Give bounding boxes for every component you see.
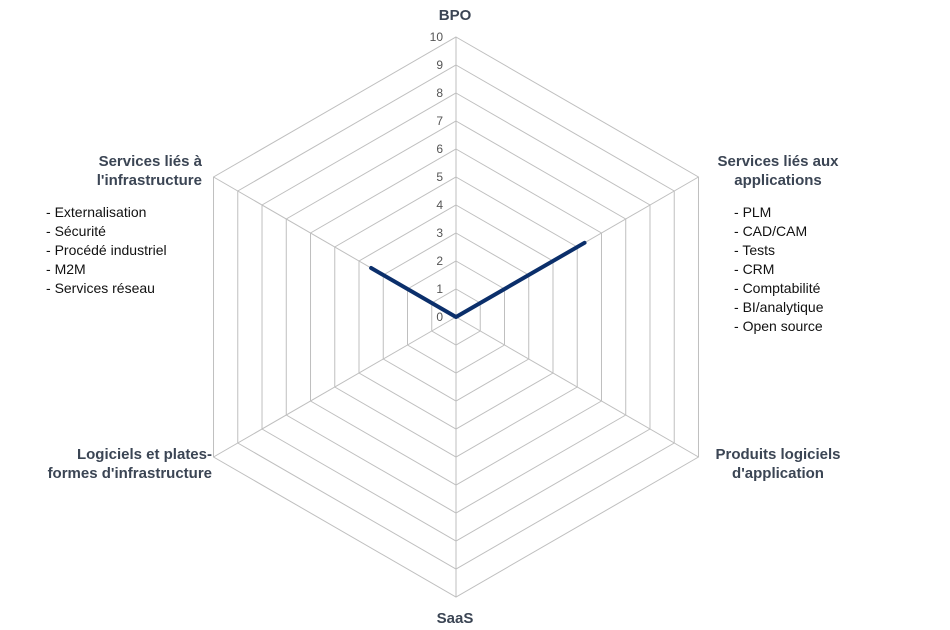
list-item: Services réseau — [46, 279, 167, 298]
data-point — [454, 315, 458, 319]
list-item: Comptabilité — [734, 279, 824, 298]
tick-label: 9 — [436, 58, 443, 72]
applications-list: PLM CAD/CAM Tests CRM Comptabilité BI/an… — [734, 203, 824, 336]
list-item: Externalisation — [46, 203, 167, 222]
tick-label: 4 — [436, 198, 443, 212]
tick-label: 8 — [436, 86, 443, 100]
axis-label-services-applications: Services liés aux applications — [717, 153, 839, 189]
tick-label: 6 — [436, 142, 443, 156]
tick-label: 10 — [430, 30, 444, 44]
list-item: Sécurité — [46, 222, 167, 241]
list-item: PLM — [734, 203, 824, 222]
list-item: Procédé industriel — [46, 241, 167, 260]
data-point — [369, 266, 373, 270]
grid-spoke — [455, 316, 699, 458]
axis-label-logiciels-plateformes: Logiciels et plates- formes d'infrastruc… — [47, 446, 212, 482]
infrastructure-list: Externalisation Sécurité Procédé industr… — [46, 203, 167, 298]
list-item: Open source — [734, 317, 824, 336]
axis-label-bpo: BPO — [438, 7, 472, 24]
tick-label: 0 — [436, 310, 443, 324]
list-item: CRM — [734, 260, 824, 279]
list-item: M2M — [46, 260, 167, 279]
list-item: BI/analytique — [734, 298, 824, 317]
tick-label: 7 — [436, 114, 443, 128]
tick-label: 2 — [436, 254, 443, 268]
tick-label: 3 — [436, 226, 443, 240]
axis-label-produits-logiciels: Produits logiciels d'application — [715, 446, 841, 482]
tick-label: 5 — [436, 170, 443, 184]
data-point — [583, 241, 587, 245]
axis-label-services-infrastructure: Services liés à l'infrastructure — [96, 153, 202, 189]
grid-spoke — [213, 316, 457, 458]
axis-label-saas: SaaS — [436, 610, 474, 627]
tick-label: 1 — [436, 282, 443, 296]
list-item: Tests — [734, 241, 824, 260]
list-item: CAD/CAM — [734, 222, 824, 241]
